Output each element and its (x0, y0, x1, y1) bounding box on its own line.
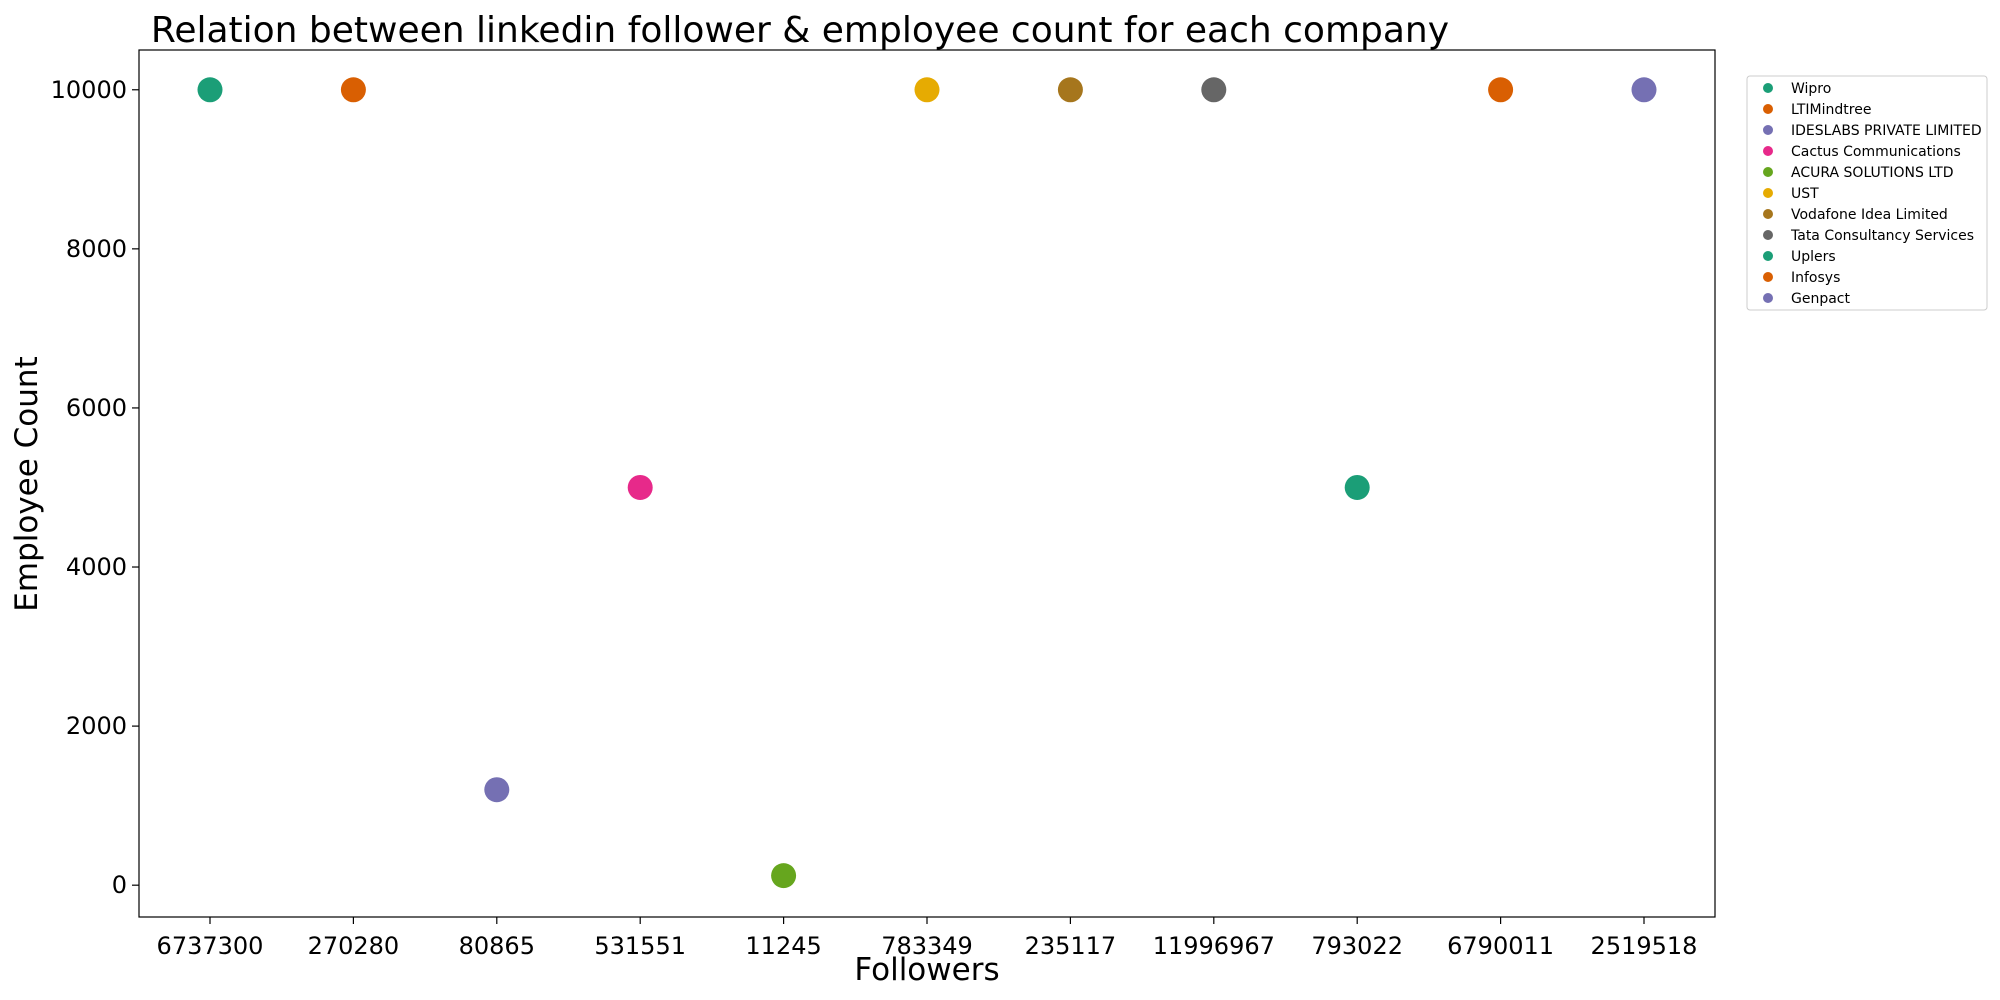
data-point (484, 777, 510, 803)
y-tick-label: 8000 (66, 235, 127, 263)
y-axis-label: Employee Count (9, 356, 45, 611)
x-tick-label: 6737300 (157, 932, 264, 960)
y-tick-label: 6000 (66, 394, 127, 422)
legend-label: Infosys (1791, 270, 1840, 286)
data-point (1631, 77, 1657, 103)
legend-marker (1763, 251, 1773, 261)
x-tick-label: 531551 (594, 932, 686, 960)
legend-marker (1763, 230, 1773, 240)
x-tick-label: 6790011 (1447, 932, 1554, 960)
data-points (197, 77, 1657, 889)
legend-label: Cactus Communications (1791, 144, 1961, 160)
legend-marker (1763, 272, 1773, 282)
legend-marker (1763, 125, 1773, 135)
y-tick-label: 4000 (66, 553, 127, 581)
legend-label: Tata Consultancy Services (1790, 228, 1974, 244)
legend-marker (1763, 209, 1773, 219)
data-point (1344, 474, 1370, 500)
legend-marker (1763, 83, 1773, 93)
y-tick-label: 0 (112, 871, 127, 899)
legend-frame (1746, 75, 1988, 311)
legend-label: Uplers (1791, 249, 1836, 265)
legend: Wipro LTIMindtree IDESLABS PRIVATE LIMITED… (1746, 75, 1988, 311)
x-tick-label: 783349 (881, 932, 973, 960)
chart-title: Relation between linkedin follower & emp… (151, 10, 1449, 51)
data-point (627, 474, 653, 500)
x-axis: 6737300 270280 80865 531551 11245 783349 23511… (157, 917, 1698, 960)
x-tick-label: 11996967 (1153, 932, 1275, 960)
legend-marker (1763, 146, 1773, 156)
legend-marker (1763, 167, 1773, 177)
plot-area (138, 49, 1716, 918)
legend-marker (1763, 293, 1773, 303)
legend-label: ACURA SOLUTIONS LTD (1791, 165, 1954, 181)
y-tick-label: 2000 (66, 712, 127, 740)
data-point (340, 77, 366, 103)
legend-label: IDESLABS PRIVATE LIMITED (1791, 123, 1982, 139)
data-point (1201, 77, 1227, 103)
x-tick-label: 2519518 (1591, 932, 1698, 960)
y-tick-label: 10000 (51, 76, 127, 104)
data-point (914, 77, 940, 103)
legend-marker (1763, 188, 1773, 198)
legend-marker (1763, 104, 1773, 114)
x-tick-label: 80865 (459, 932, 535, 960)
data-point (1488, 77, 1514, 103)
legend-label: UST (1791, 186, 1819, 202)
y-axis: 0 2000 4000 6000 8000 10000 (51, 76, 139, 899)
legend-label: Wipro (1791, 81, 1831, 97)
data-point (771, 863, 797, 889)
legend-label: LTIMindtree (1791, 102, 1871, 118)
legend-label: Genpact (1791, 291, 1850, 307)
x-tick-label: 11245 (745, 932, 821, 960)
data-point (1057, 77, 1083, 103)
data-point (197, 77, 223, 103)
x-tick-label: 270280 (308, 932, 400, 960)
x-tick-label: 235117 (1025, 932, 1117, 960)
x-axis-label: Followers (854, 952, 999, 988)
legend-label: Vodafone Idea Limited (1791, 207, 1948, 223)
x-tick-label: 793022 (1311, 932, 1403, 960)
